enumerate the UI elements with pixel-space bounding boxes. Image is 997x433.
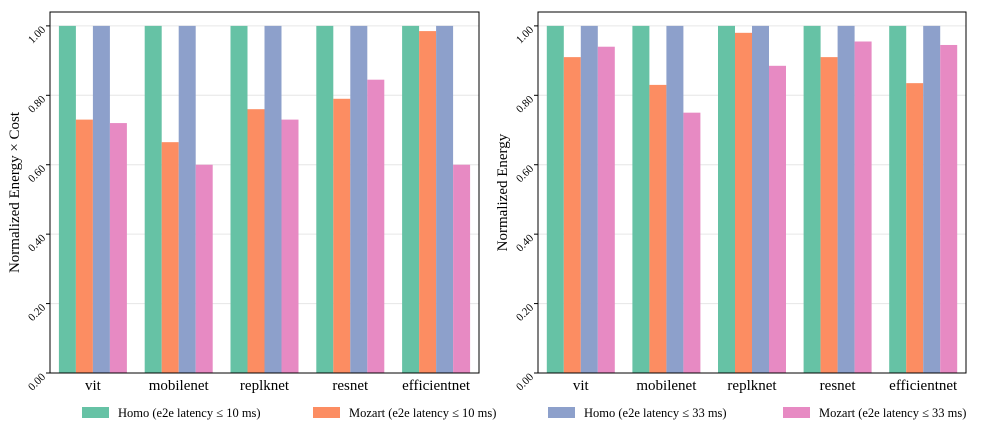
y-tick-label: 1.00 (26, 24, 48, 46)
legend-swatch (82, 407, 109, 418)
bar-efficientnet-series-1 (906, 83, 924, 373)
legend-swatch (313, 407, 340, 418)
y-tick-label: 0.20 (514, 301, 536, 323)
x-category-label: resnet (820, 378, 857, 394)
y-axis-label: Normalized Energy × Cost (7, 111, 23, 273)
bar-efficientnet-series-2 (923, 25, 941, 374)
y-tick-label: 0.40 (26, 232, 48, 254)
legend-label: Mozart (e2e latency ≤ 33 ms) (819, 406, 966, 420)
bar-mobilenet-series-1 (649, 84, 667, 374)
y-axis-label: Normalized Energy (495, 133, 511, 251)
bar-vit-series-3 (597, 46, 615, 373)
x-category-label: replknet (727, 378, 777, 394)
bar-mobilenet-series-0 (632, 25, 650, 374)
bar-replknet-series-1 (735, 32, 752, 373)
y-tick-label: 0.40 (514, 232, 536, 254)
bar-vit-series-1 (75, 119, 93, 373)
x-category-label: efficientnet (402, 378, 471, 394)
bar-vit-series-3 (109, 123, 127, 373)
x-category-label: vit (85, 378, 102, 394)
bar-mobilenet-series-3 (195, 164, 213, 373)
x-category-label: mobilenet (149, 378, 210, 394)
plot-frame (49, 11, 480, 374)
bar-efficientnet-series-0 (402, 25, 420, 374)
y-tick-label: 0.60 (26, 163, 48, 185)
bar-mobilenet-series-2 (178, 25, 196, 374)
bar-vit-series-2 (580, 25, 598, 374)
legend-swatch (783, 407, 810, 418)
y-tick-label: 0.20 (26, 301, 48, 323)
bar-replknet-series-2 (752, 25, 769, 374)
bar-resnet-series-3 (367, 79, 385, 373)
bar-efficientnet-series-3 (940, 44, 958, 374)
y-tick-label: 0.80 (26, 93, 48, 115)
bar-replknet-series-3 (769, 65, 786, 373)
bar-resnet-series-0 (316, 25, 334, 374)
chart-energy: 0.00 0.20 0.40 0.60 0.80 1.00 vit mobilenet repl… (495, 11, 967, 394)
bar-resnet-series-1 (820, 57, 838, 373)
bar-resnet-series-1 (333, 98, 351, 374)
y-tick-label: 0.00 (26, 371, 48, 393)
y-tick-label: 0.00 (514, 371, 536, 393)
x-category-label: mobilenet (636, 378, 697, 394)
chart-energy-cost: 0.00 0.20 0.40 0.60 0.80 1.00 vit mobilenet repl… (7, 11, 480, 394)
bar-mobilenet-series-3 (683, 112, 701, 374)
bar-vit-series-0 (546, 25, 564, 374)
bar-vit-series-0 (58, 25, 76, 374)
legend-swatch (548, 407, 575, 418)
bar-replknet-series-2 (264, 25, 282, 374)
bar-mobilenet-series-1 (161, 142, 179, 373)
y-tick-label: 0.60 (514, 163, 536, 185)
x-category-label: vit (573, 378, 590, 394)
bar-mobilenet-series-2 (666, 25, 684, 374)
legend-label: Homo (e2e latency ≤ 33 ms) (584, 406, 727, 420)
bar-efficientnet-series-1 (419, 31, 437, 374)
bar-vit-series-1 (563, 57, 581, 373)
bar-efficientnet-series-0 (889, 25, 907, 374)
x-category-label: replknet (240, 378, 290, 394)
legend: Homo (e2e latency ≤ 10 ms) Mozart (e2e la… (82, 406, 966, 420)
bar-replknet-series-1 (247, 109, 265, 373)
bar-mobilenet-series-0 (144, 25, 162, 374)
plot-frame (537, 11, 967, 374)
bar-replknet-series-0 (718, 25, 735, 374)
bar-resnet-series-2 (350, 25, 368, 374)
x-category-label: efficientnet (889, 378, 958, 394)
y-tick-label: 0.80 (514, 93, 536, 115)
bar-resnet-series-0 (803, 25, 821, 374)
bar-resnet-series-3 (854, 41, 872, 373)
bar-resnet-series-2 (837, 25, 855, 374)
legend-label: Mozart (e2e latency ≤ 10 ms) (349, 406, 496, 420)
bar-replknet-series-0 (230, 25, 248, 374)
legend-label: Homo (e2e latency ≤ 10 ms) (118, 406, 261, 420)
bar-efficientnet-series-3 (453, 164, 471, 373)
bar-vit-series-2 (92, 25, 110, 374)
bar-replknet-series-3 (281, 119, 299, 373)
y-tick-label: 1.00 (514, 24, 536, 46)
x-category-label: resnet (332, 378, 369, 394)
bar-efficientnet-series-2 (436, 25, 454, 374)
